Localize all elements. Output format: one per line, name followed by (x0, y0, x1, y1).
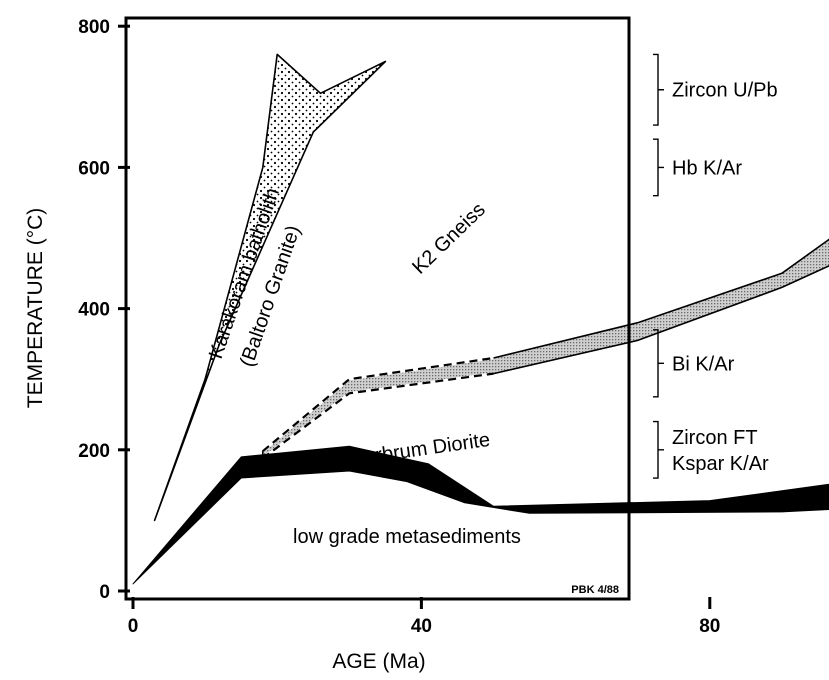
y-tick-label: 800 (78, 17, 110, 38)
x-axis-title: AGE (Ma) (332, 650, 425, 673)
closure-system-label: Zircon FT (672, 427, 758, 449)
closure-system-label: Zircon U/Pb (672, 80, 778, 102)
y-tick-label: 200 (78, 441, 110, 462)
x-tick-label: 0 (128, 616, 139, 637)
closure-system-label: Kspar K/Ar (672, 453, 769, 475)
axes-layer: 020040060080004080120 (78, 17, 720, 637)
x-tick-label: 40 (411, 616, 432, 637)
y-axis-title: TEMPERATURE (°C) (24, 208, 47, 409)
closure-bracket (653, 329, 664, 398)
x-tick-label: 80 (699, 616, 720, 637)
bands-layer (132, 53, 829, 585)
k2-dashed-edge-upper (262, 356, 494, 453)
band-karakoram-batholith (153, 53, 387, 522)
band-label-k2: K2 Gneiss (408, 199, 490, 279)
closure-system-label: Bi K/Ar (672, 353, 735, 375)
closure-systems: Zircon U/Pb Hb K/Ar Bi K/Ar Zircon FT Kspar … (653, 53, 778, 479)
y-tick-label: 0 (99, 582, 110, 603)
closure-system-label: Hb K/Ar (672, 157, 742, 179)
band-gasherbrum-diorite (132, 445, 829, 585)
y-tick-label: 600 (78, 158, 110, 179)
closure-bracket (653, 53, 664, 126)
band-label-metasediments: low grade metasediments (293, 526, 521, 548)
band-k2-gneiss (262, 238, 829, 460)
closure-bracket (653, 138, 664, 197)
closure-bracket (653, 420, 664, 479)
k2-dashed-edge-lower (262, 372, 494, 460)
y-tick-label: 400 (78, 300, 110, 321)
stamp-label: PBK 4/88 (571, 584, 619, 596)
